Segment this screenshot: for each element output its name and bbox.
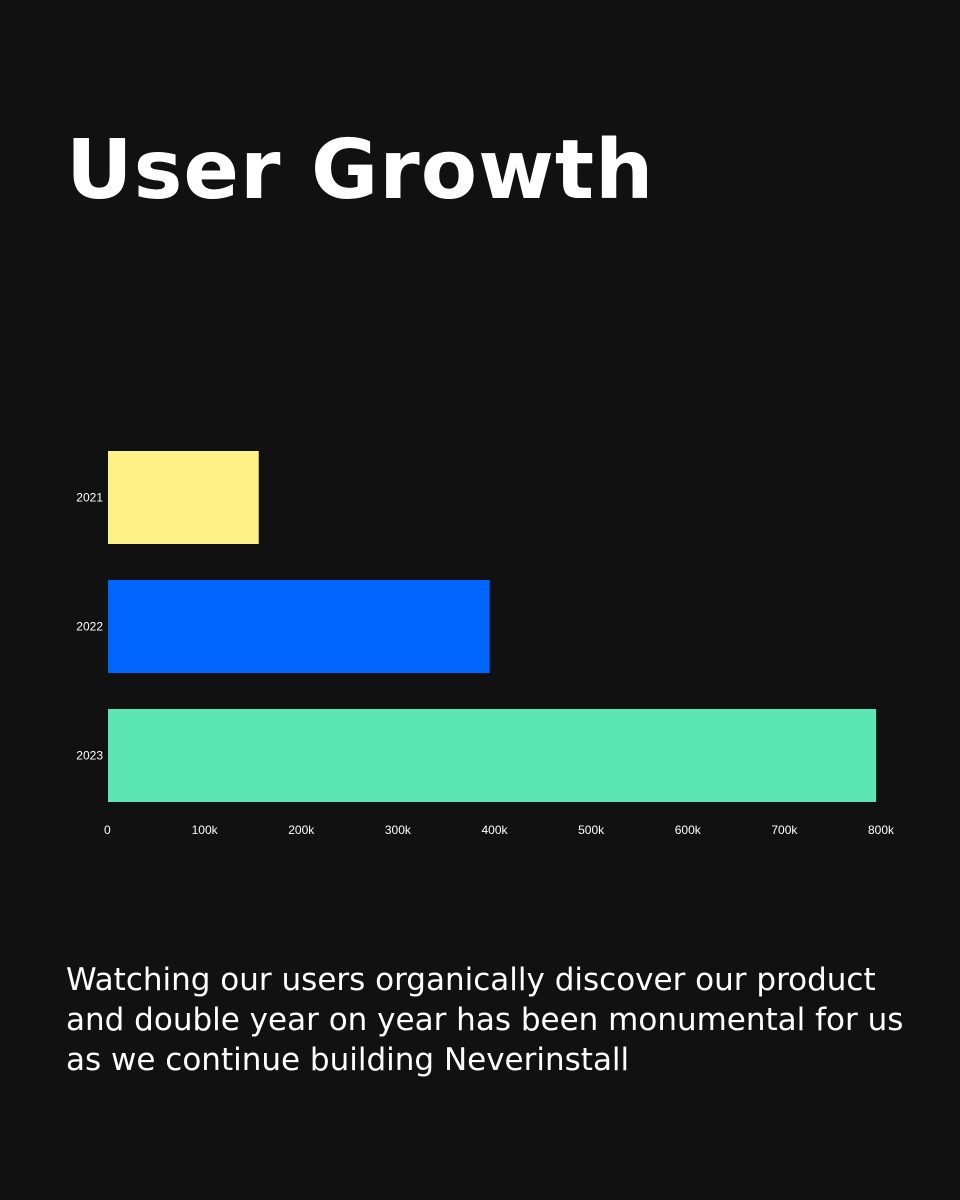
y-label-2022: 2022 [76,620,103,634]
bar-2022 [108,580,490,673]
y-axis-labels: 2021 2022 2023 [76,491,103,763]
bar-2023 [108,709,877,802]
x-tick-400k: 400k [481,823,508,837]
page-title: User Growth [66,123,655,218]
x-tick-800k: 800k [868,823,895,837]
y-label-2023: 2023 [76,749,103,763]
x-tick-0: 0 [104,823,111,837]
y-label-2021: 2021 [76,491,103,505]
bar-2021 [108,451,259,544]
x-tick-300k: 300k [385,823,412,837]
x-tick-200k: 200k [288,823,315,837]
x-axis-tick-labels: 0 100k 200k 300k 400k 500k 600k 700k 800k [104,823,895,837]
x-tick-700k: 700k [771,823,798,837]
x-tick-500k: 500k [578,823,605,837]
x-tick-600k: 600k [675,823,702,837]
x-tick-100k: 100k [192,823,219,837]
caption-text: Watching our users organically discover … [66,962,904,1078]
bars-group [108,451,877,802]
